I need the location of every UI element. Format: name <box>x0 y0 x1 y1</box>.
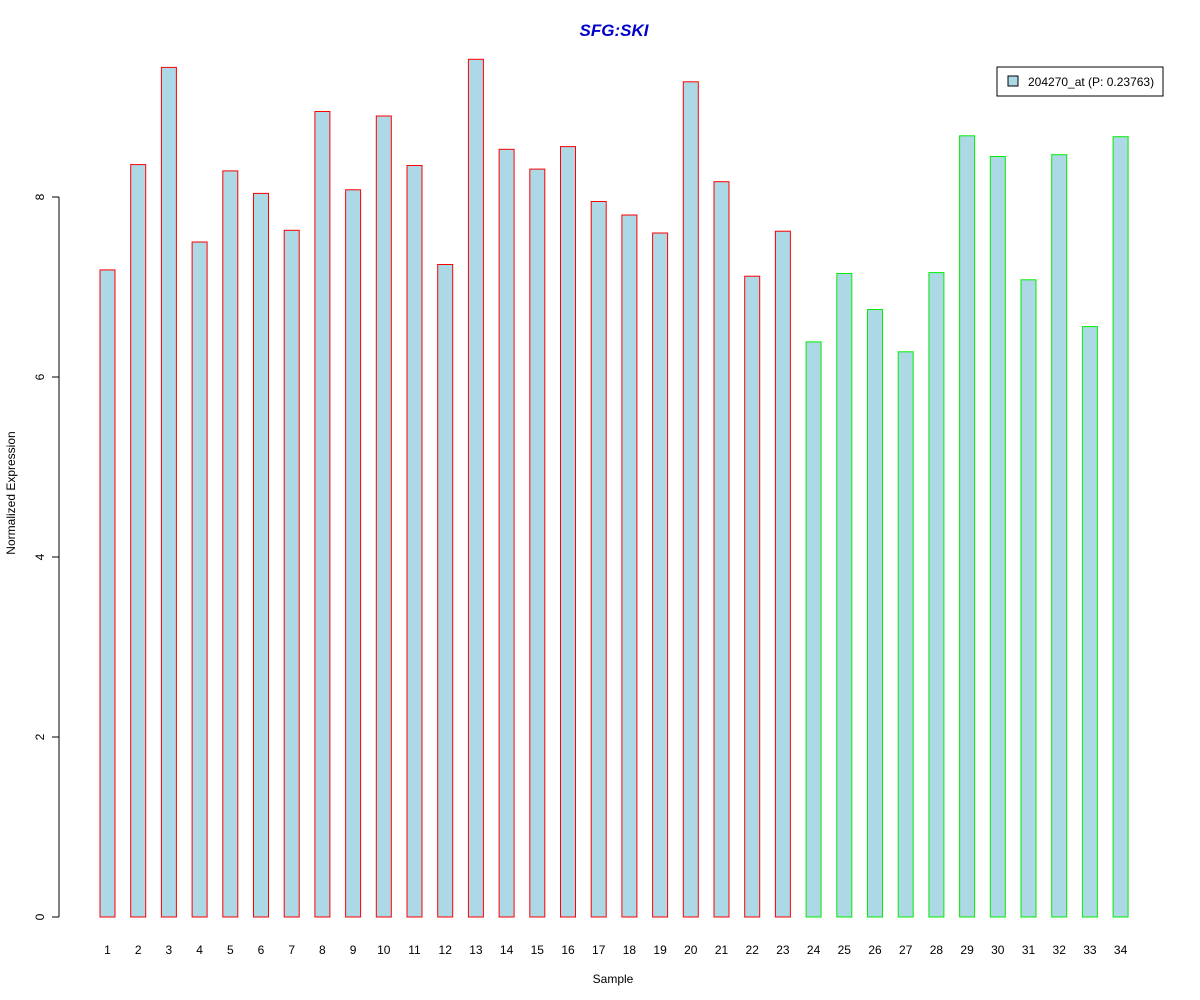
bar-sample-15 <box>529 168 546 918</box>
x-tick-label: 30 <box>991 943 1005 957</box>
bar-sample-17 <box>590 201 607 918</box>
x-tick-label: 32 <box>1053 943 1067 957</box>
x-tick-label: 20 <box>684 943 698 957</box>
bar-sample-2 <box>130 164 147 918</box>
x-tick-label: 25 <box>838 943 852 957</box>
x-tick-label: 1 <box>104 943 111 957</box>
bar-sample-18 <box>621 214 638 918</box>
x-tick-label: 16 <box>561 943 575 957</box>
bar-sample-30 <box>989 156 1006 918</box>
x-tick-label: 10 <box>377 943 391 957</box>
x-tick-label: 31 <box>1022 943 1036 957</box>
x-tick-label: 5 <box>227 943 234 957</box>
x-tick-label: 21 <box>715 943 729 957</box>
legend-swatch <box>1007 75 1019 87</box>
bar-sample-20 <box>682 81 699 918</box>
bar-sample-27 <box>897 351 914 918</box>
bar-sample-8 <box>314 111 331 918</box>
x-tick-label: 15 <box>531 943 545 957</box>
bar-sample-11 <box>406 165 423 918</box>
x-tick-label: 33 <box>1083 943 1097 957</box>
bar-sample-7 <box>283 229 300 918</box>
y-tick-label: 6 <box>33 373 47 380</box>
bar-sample-24 <box>805 341 822 918</box>
x-tick-label: 14 <box>500 943 514 957</box>
x-tick-label: 9 <box>350 943 357 957</box>
bar-sample-13 <box>467 58 484 918</box>
y-tick-label: 0 <box>33 913 47 920</box>
x-axis-title: Sample <box>593 972 634 986</box>
chart-title: SFG:SKI <box>580 21 650 40</box>
bars <box>99 58 1129 918</box>
bar-sample-6 <box>253 192 269 918</box>
x-tick-label: 12 <box>439 943 453 957</box>
x-tick-label: 29 <box>960 943 974 957</box>
bar-sample-26 <box>867 309 883 918</box>
y-tick-label: 8 <box>33 193 47 200</box>
y-axis-title: Normalized Expression <box>4 431 18 554</box>
legend-label: 204270_at (P: 0.23763) <box>1028 75 1154 89</box>
bar-sample-9 <box>345 189 362 918</box>
x-tick-label: 8 <box>319 943 326 957</box>
x-tick-label: 11 <box>408 943 421 957</box>
legend-box <box>996 66 1164 97</box>
bar-sample-1 <box>99 269 116 918</box>
bar-sample-4 <box>191 241 208 918</box>
bar-sample-19 <box>652 232 669 918</box>
x-tick-label: 27 <box>899 943 913 957</box>
bar-sample-25 <box>836 273 853 918</box>
x-tick-label: 22 <box>746 943 760 957</box>
x-tick-label: 13 <box>469 943 483 957</box>
bar-sample-29 <box>959 135 976 918</box>
bar-sample-32 <box>1051 154 1068 918</box>
x-tick-label: 17 <box>592 943 606 957</box>
x-tick-label: 23 <box>776 943 790 957</box>
x-axis-labels: 1 2 3 4 5 6 7 8 9 10 11 12 13 14 15 16 17 18 19 20 21 22 23 24 2… <box>104 943 1127 957</box>
bar-sample-22 <box>744 275 761 918</box>
bar-sample-14 <box>498 148 515 918</box>
y-tick-label: 4 <box>33 553 47 560</box>
bar-sample-31 <box>1020 279 1037 918</box>
x-tick-label: 3 <box>166 943 173 957</box>
bar-sample-16 <box>560 146 576 918</box>
legend: 204270_at (P: 0.23763) <box>996 66 1164 97</box>
bar-sample-3 <box>160 66 177 918</box>
bar-sample-10 <box>375 115 392 918</box>
bar-sample-28 <box>928 272 945 918</box>
x-tick-label: 18 <box>623 943 637 957</box>
bar-sample-5 <box>222 170 239 918</box>
x-tick-label: 26 <box>868 943 882 957</box>
x-tick-label: 24 <box>807 943 821 957</box>
x-tick-label: 34 <box>1114 943 1128 957</box>
x-tick-label: 6 <box>258 943 265 957</box>
bar-sample-34 <box>1112 136 1129 918</box>
bar-sample-21 <box>713 181 730 918</box>
x-tick-label: 28 <box>930 943 944 957</box>
y-axis: 0 2 4 6 8 <box>33 193 60 920</box>
x-tick-label: 4 <box>196 943 203 957</box>
bar-sample-12 <box>437 264 454 918</box>
x-tick-label: 19 <box>653 943 667 957</box>
bar-sample-23 <box>774 230 791 918</box>
x-tick-label: 2 <box>135 943 142 957</box>
bar-sample-33 <box>1081 326 1098 918</box>
x-tick-label: 7 <box>288 943 295 957</box>
y-tick-label: 2 <box>33 733 47 740</box>
